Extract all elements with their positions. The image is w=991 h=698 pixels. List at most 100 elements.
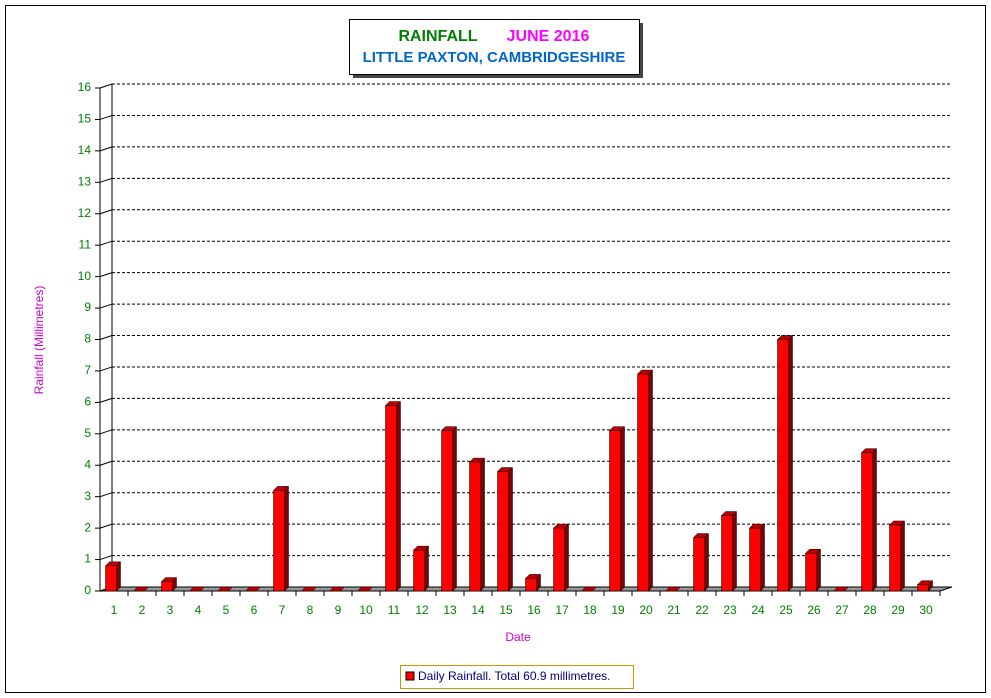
bar-side	[760, 523, 765, 592]
y-tick-depth	[99, 429, 113, 435]
y-tick-label: 16	[78, 80, 92, 94]
bar	[636, 369, 654, 592]
bar-top	[356, 586, 374, 592]
chart-subtitle: LITTLE PAXTON, CAMBRIDGESHIRE	[363, 49, 626, 66]
y-tick-depth	[99, 303, 113, 309]
x-tick-label: 20	[639, 603, 653, 617]
bar	[580, 586, 598, 592]
bar-top	[216, 586, 234, 592]
bar	[468, 457, 486, 592]
y-tick-depth	[99, 523, 113, 529]
bar-side	[872, 448, 877, 592]
x-tick-label: 10	[359, 603, 373, 617]
bar	[832, 586, 850, 592]
bar-front	[861, 452, 873, 592]
bar-side	[788, 334, 793, 592]
y-tick-depth	[99, 555, 113, 561]
bar-front	[161, 581, 173, 592]
x-tick-label: 22	[695, 603, 709, 617]
bar	[300, 586, 318, 592]
bar	[160, 576, 178, 592]
y-tick-label: 1	[84, 552, 91, 566]
bar-front	[385, 405, 397, 592]
x-tick-label: 27	[835, 603, 849, 617]
bar-front	[777, 339, 789, 592]
bar	[692, 532, 710, 592]
bar	[188, 586, 206, 592]
x-tick-label: 13	[443, 603, 457, 617]
bar-side	[396, 400, 401, 592]
bar	[104, 561, 122, 592]
bar-side	[452, 426, 457, 592]
x-tick-label: 1	[111, 603, 118, 617]
bar-side	[732, 510, 737, 592]
x-axis-label: Date	[505, 630, 531, 644]
x-tick-label: 28	[863, 603, 877, 617]
chart-title: RAINFALL	[398, 28, 477, 45]
y-tick-depth	[99, 366, 113, 372]
bar	[748, 523, 766, 592]
y-tick-label: 6	[84, 395, 91, 409]
bar	[804, 548, 822, 592]
y-tick-label: 9	[84, 300, 91, 314]
bar-front	[917, 584, 929, 592]
bar-top	[132, 586, 150, 592]
x-tick-label: 14	[471, 603, 485, 617]
bar-side	[816, 548, 821, 592]
bar	[384, 400, 402, 592]
bar-front	[553, 527, 565, 592]
bar-front	[469, 461, 481, 592]
x-tick-label: 3	[167, 603, 174, 617]
bar-side	[284, 485, 289, 592]
bar-front	[693, 537, 705, 592]
bar-side	[704, 532, 709, 592]
bar	[608, 426, 626, 592]
y-tick-label: 4	[84, 457, 91, 471]
x-tick-label: 8	[307, 603, 314, 617]
y-tick-label: 10	[78, 269, 92, 283]
bar	[356, 586, 374, 592]
y-tick-depth	[99, 114, 113, 120]
bar	[272, 485, 290, 592]
bar-front	[721, 515, 733, 592]
x-tick-label: 17	[555, 603, 569, 617]
bar-side	[480, 457, 485, 592]
bar-front	[889, 524, 901, 592]
bar	[216, 586, 234, 592]
bar-side	[900, 520, 905, 592]
bar-top	[580, 586, 598, 592]
x-tick-label: 5	[223, 603, 230, 617]
bar	[664, 586, 682, 592]
legend-box	[400, 665, 634, 689]
y-tick-depth	[99, 397, 113, 403]
x-tick-label: 12	[415, 603, 429, 617]
bar	[860, 448, 878, 592]
bar-front	[749, 527, 761, 592]
y-tick-label: 11	[79, 237, 92, 251]
bar-top	[188, 586, 206, 592]
bar-front	[637, 373, 649, 592]
y-tick-depth	[99, 335, 113, 340]
x-tick-label: 6	[251, 603, 258, 617]
y-tick-label: 12	[78, 206, 92, 220]
bar-front	[805, 553, 817, 592]
y-tick-depth	[99, 177, 113, 183]
bar-side	[620, 426, 625, 592]
x-tick-label: 21	[667, 603, 681, 617]
x-tick-label: 24	[751, 603, 765, 617]
y-tick-label: 3	[84, 489, 91, 503]
bar	[552, 523, 570, 592]
bar-front	[105, 565, 117, 592]
bar-front	[413, 549, 425, 592]
bar-side	[648, 369, 653, 592]
x-tick-label: 26	[807, 603, 821, 617]
bar	[916, 580, 934, 592]
y-tick-label: 5	[84, 426, 91, 440]
bar-front	[273, 490, 285, 592]
chart-title-date: JUNE 2016	[507, 28, 590, 45]
x-tick-label: 29	[891, 603, 905, 617]
bar-front	[497, 471, 509, 592]
x-tick-label: 19	[611, 603, 625, 617]
y-tick-label: 15	[78, 112, 92, 126]
